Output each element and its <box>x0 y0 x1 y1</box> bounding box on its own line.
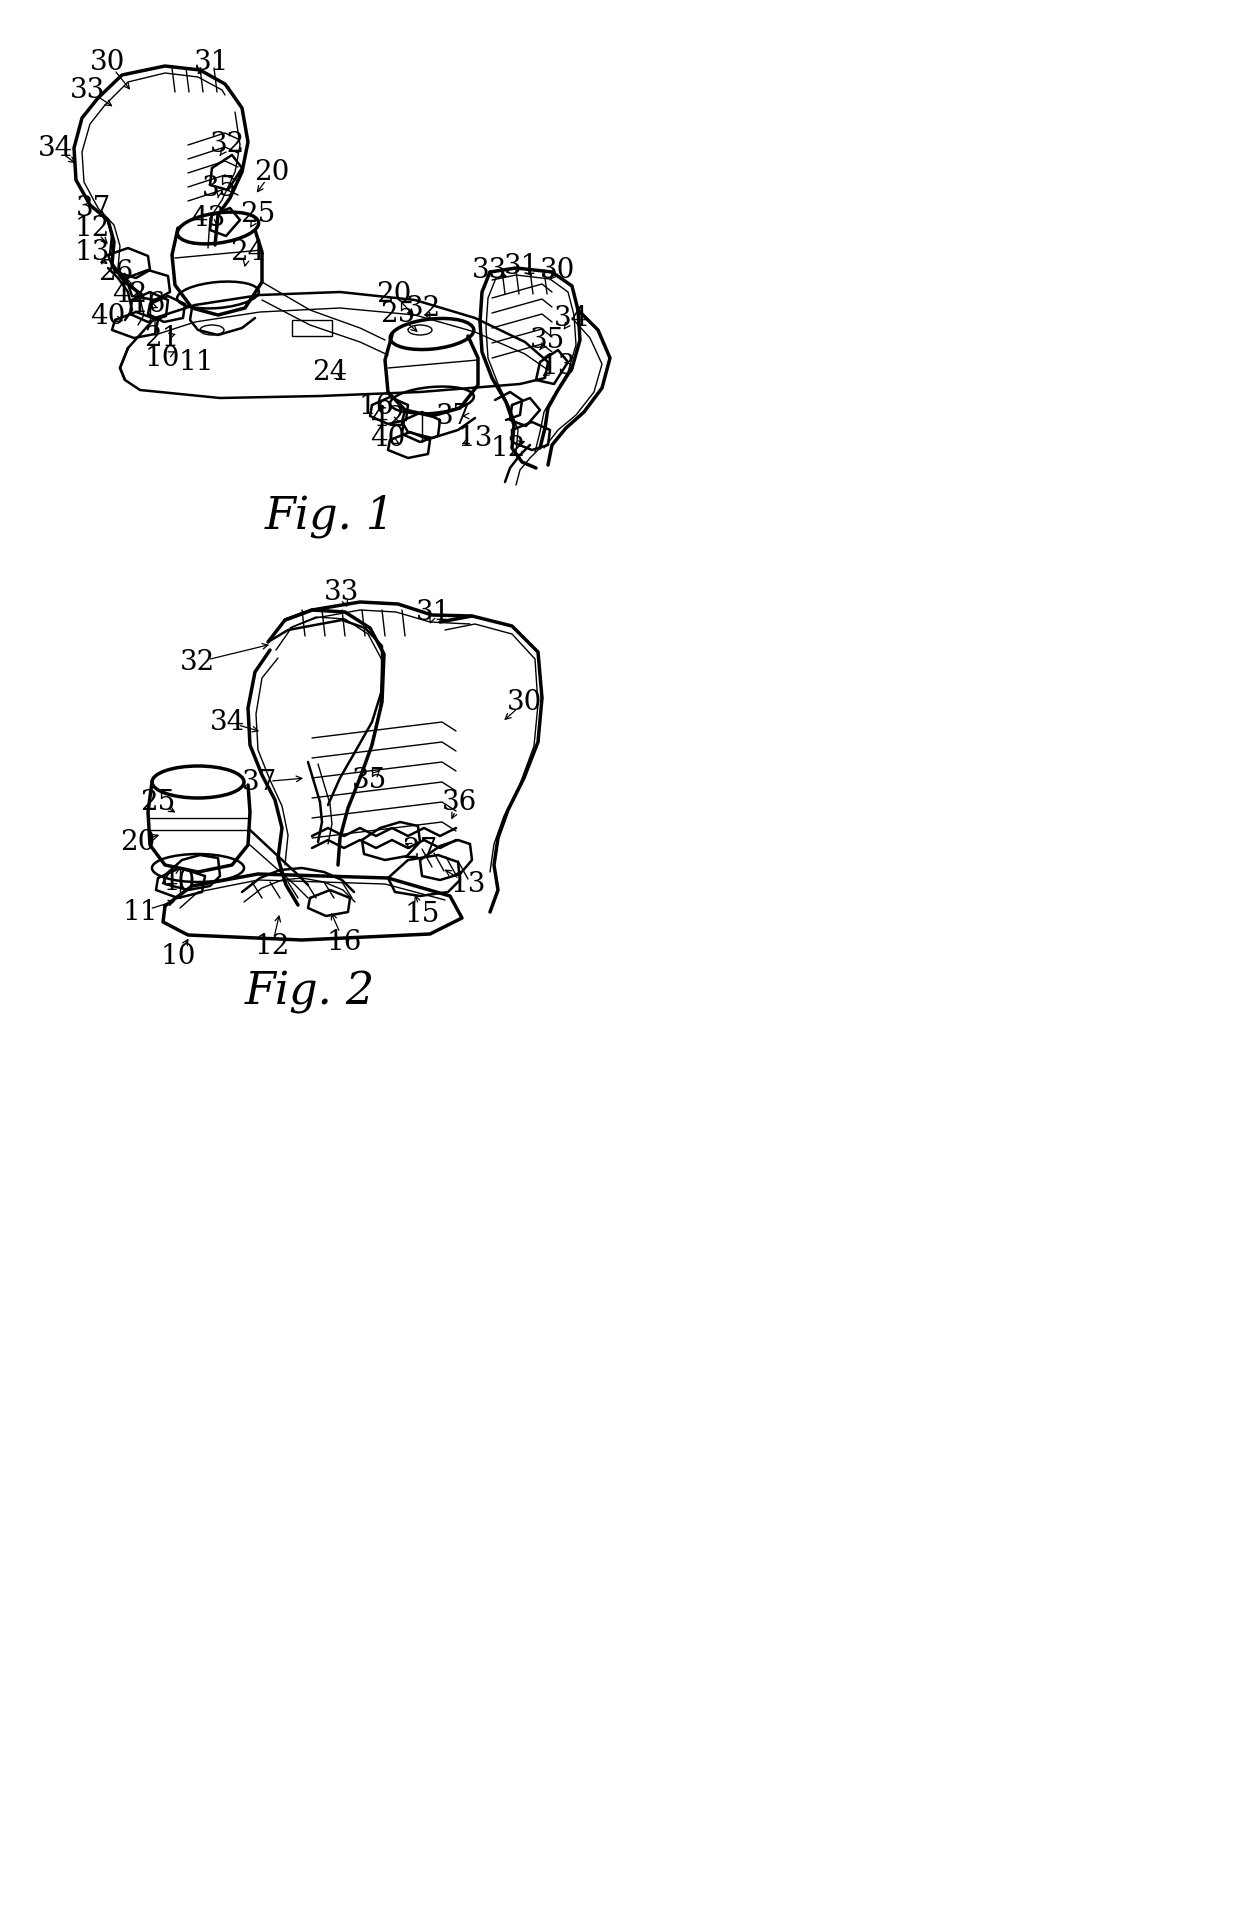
Text: Fig. 1: Fig. 1 <box>265 494 396 538</box>
Text: 42: 42 <box>113 280 148 307</box>
Text: 21: 21 <box>144 324 180 351</box>
Text: 13: 13 <box>450 871 486 898</box>
Text: 25: 25 <box>241 202 275 229</box>
Text: Fig. 2: Fig. 2 <box>244 970 376 1014</box>
Text: 34: 34 <box>211 708 246 735</box>
Text: 40: 40 <box>371 424 405 451</box>
Text: 24: 24 <box>231 239 265 266</box>
Text: 13: 13 <box>74 239 109 266</box>
Text: 27: 27 <box>402 837 438 864</box>
Text: 35: 35 <box>202 175 238 202</box>
Text: 43: 43 <box>191 204 226 231</box>
Text: 33: 33 <box>325 578 360 605</box>
Text: 25: 25 <box>140 789 176 816</box>
Text: 13: 13 <box>541 353 575 380</box>
Text: 15: 15 <box>404 900 440 927</box>
Text: 34: 34 <box>554 305 590 332</box>
Text: 30: 30 <box>541 256 575 283</box>
Text: 36: 36 <box>443 789 477 816</box>
Text: 24: 24 <box>312 359 347 386</box>
Text: 16: 16 <box>326 929 362 956</box>
Text: 31: 31 <box>505 253 539 280</box>
Text: 20: 20 <box>254 158 290 185</box>
Text: 42: 42 <box>371 405 405 432</box>
Text: 31: 31 <box>417 598 451 625</box>
Text: 37: 37 <box>436 403 471 430</box>
Text: 16: 16 <box>130 291 166 318</box>
Text: 13: 13 <box>458 424 492 451</box>
Text: 34: 34 <box>37 135 73 162</box>
Text: 12: 12 <box>490 434 526 461</box>
Text: 11: 11 <box>123 898 157 925</box>
Text: 40: 40 <box>160 868 196 895</box>
Text: 10: 10 <box>144 345 180 372</box>
Text: 12: 12 <box>254 933 290 960</box>
Text: 30: 30 <box>507 688 543 715</box>
Text: 16: 16 <box>358 393 393 420</box>
Text: 26: 26 <box>98 258 134 285</box>
Text: 25: 25 <box>381 301 415 328</box>
Text: 37: 37 <box>77 195 112 222</box>
Text: 20: 20 <box>376 280 412 307</box>
Text: 20: 20 <box>120 829 156 856</box>
Text: 37: 37 <box>242 769 278 796</box>
Text: 33: 33 <box>472 256 507 283</box>
Text: 10: 10 <box>160 943 196 970</box>
Text: 35: 35 <box>531 326 565 353</box>
Text: 35: 35 <box>352 767 388 794</box>
Text: 32: 32 <box>180 648 216 675</box>
Text: 11: 11 <box>179 349 213 376</box>
Text: 32: 32 <box>407 295 441 322</box>
Text: 33: 33 <box>71 77 105 104</box>
Text: 32: 32 <box>211 131 246 158</box>
Text: 12: 12 <box>74 214 109 241</box>
Text: 40: 40 <box>91 303 125 330</box>
Text: 31: 31 <box>195 48 229 75</box>
Text: 30: 30 <box>91 48 125 75</box>
